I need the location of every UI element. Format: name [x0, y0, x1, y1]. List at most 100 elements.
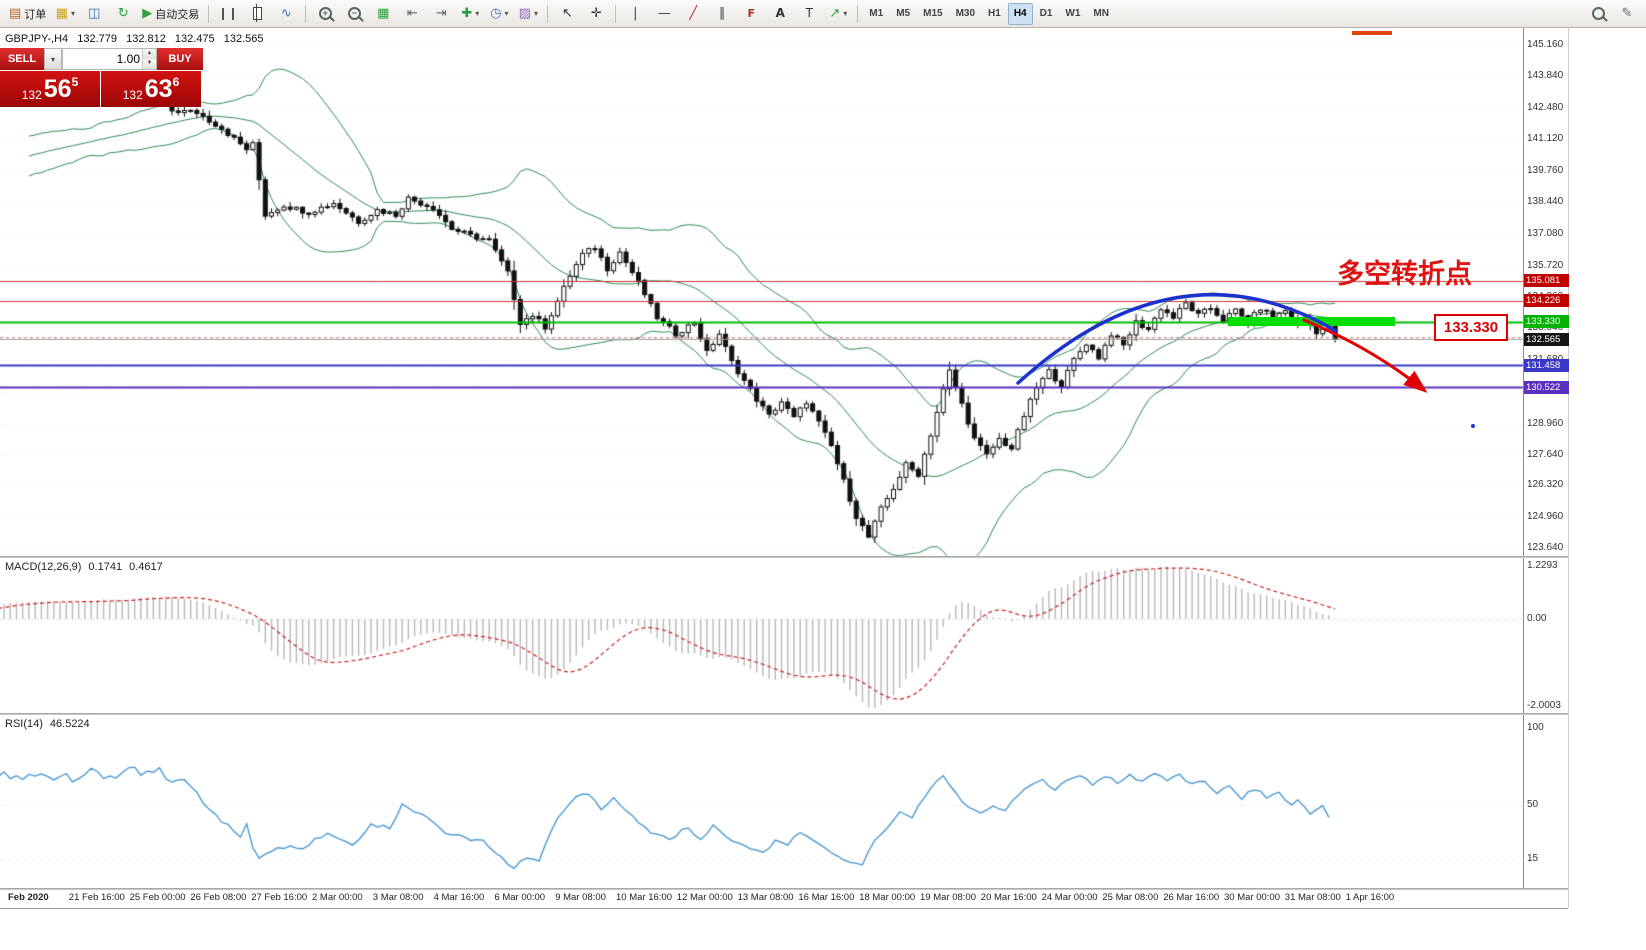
macd-name: MACD(12,26,9)	[5, 561, 82, 573]
turning-point-annotation[interactable]: 多空转折点	[1337, 259, 1472, 289]
feedback-button[interactable]: ✎	[1613, 3, 1641, 25]
vertical-line-icon: |	[633, 6, 638, 21]
market-watch-icon: ◫	[88, 6, 101, 21]
trendline-button[interactable]: ╱	[679, 3, 707, 25]
chart-profiles-button[interactable]: ▦ ▾	[51, 3, 79, 25]
text-label-button[interactable]: T	[795, 3, 823, 25]
top-red-marker-annotation[interactable]	[1352, 31, 1392, 35]
volume-increase-button[interactable]: ▲	[143, 49, 156, 59]
buy-price-big: 63	[144, 74, 173, 103]
new-order-label: 订单	[24, 8, 47, 21]
refresh-button[interactable]: ↻	[109, 3, 137, 25]
toolbar-separator	[857, 4, 859, 23]
auto-scroll-button[interactable]: ⇥	[427, 3, 455, 25]
zoom-out-button[interactable]: −	[340, 3, 368, 25]
line-chart-icon: ∿	[280, 6, 292, 21]
toolbar-separator	[208, 4, 210, 23]
sell-button[interactable]: SELL	[0, 48, 44, 70]
timeframe-button-m15[interactable]: M15	[923, 8, 943, 19]
search-button[interactable]	[1584, 3, 1612, 25]
rsi-panel-splitter[interactable]	[0, 713, 1568, 715]
sell-price-sup: 5	[71, 75, 79, 89]
profiles-icon: ▦	[55, 6, 68, 21]
low-value: 132.475	[174, 33, 215, 45]
arrows-tool-icon: ↗	[829, 6, 841, 21]
timeframe-button-h1[interactable]: H1	[988, 8, 1001, 19]
zoom-in-icon: +	[318, 7, 332, 20]
bar-chart-icon	[222, 7, 235, 20]
caret-icon: ▾	[843, 9, 848, 18]
fibonacci-button[interactable]: F	[737, 3, 765, 25]
pencil-icon: ✎	[1621, 6, 1633, 21]
timeframe-button-d1[interactable]: D1	[1039, 8, 1053, 19]
chart-ohlc-readout: GBPJPY-,H4 132.779 132.812 132.475 132.5…	[5, 33, 270, 45]
refresh-icon: ↻	[117, 6, 129, 21]
volume-decrease-button[interactable]: ▼	[143, 59, 156, 69]
candlestick-chart-button[interactable]	[243, 3, 271, 25]
autotrading-label: 自动交易	[155, 8, 200, 21]
auto-scroll-icon: ⇥	[435, 6, 447, 21]
channel-icon: ∥	[719, 6, 726, 21]
toolbar-separator	[547, 4, 549, 23]
rsi-indicator-label: RSI(14) 46.5224	[5, 718, 97, 730]
indicators-plus-icon: ✚	[461, 6, 473, 21]
text-label-icon: T	[805, 6, 813, 20]
arrows-tool-button[interactable]: ↗ ▾	[824, 3, 852, 25]
timeframe-button-m5[interactable]: M5	[896, 8, 911, 19]
macd-panel-splitter[interactable]	[0, 556, 1568, 558]
price-callout-box[interactable]: 133.330	[1434, 314, 1508, 341]
chart-window-bottom-edge	[0, 908, 1568, 909]
autotrading-button[interactable]: ▶ 自动交易	[138, 3, 203, 25]
tile-windows-button[interactable]: ▦	[369, 3, 397, 25]
vertical-line-button[interactable]: |	[621, 3, 649, 25]
market-watch-button[interactable]: ◫	[80, 3, 108, 25]
rsi-name: RSI(14)	[5, 718, 43, 730]
zoom-in-button[interactable]: +	[311, 3, 339, 25]
cursor-button[interactable]: ↖	[553, 3, 581, 25]
buy-price-display[interactable]: 132 63 6	[101, 71, 201, 107]
symbol-period-label: GBPJPY-,H4	[5, 33, 69, 45]
price-display-row: 132 56 5 132 63 6	[0, 71, 203, 107]
timeframe-button-m1[interactable]: M1	[869, 8, 884, 19]
channel-button[interactable]: ∥	[708, 3, 736, 25]
search-icon	[1591, 7, 1605, 20]
timeframe-button-mn[interactable]: MN	[1093, 8, 1109, 19]
text-tool-button[interactable]: A	[766, 3, 794, 25]
crosshair-button[interactable]: ✛	[582, 3, 610, 25]
indicators-button[interactable]: ✚ ▾	[456, 3, 484, 25]
caret-icon: ▾	[504, 9, 509, 18]
order-type-dropdown[interactable]: ▾	[44, 48, 62, 70]
volume-spinner: ▲ ▼	[142, 49, 156, 69]
horizontal-line-button[interactable]: —	[650, 3, 678, 25]
chart-shift-icon: ⇤	[406, 6, 418, 21]
timeframe-button-h4[interactable]: H4	[1007, 2, 1033, 25]
buy-button[interactable]: BUY	[157, 48, 203, 70]
caret-icon: ▾	[70, 9, 75, 18]
caret-icon: ▾	[475, 9, 480, 18]
autotrading-play-icon: ▶	[142, 6, 153, 21]
sell-price-display[interactable]: 132 56 5	[0, 71, 100, 107]
new-order-button[interactable]: ▤ 订单	[5, 3, 50, 25]
cursor-icon: ↖	[561, 6, 573, 21]
timeframe-button-w1[interactable]: W1	[1065, 8, 1081, 19]
time-axis-border	[0, 888, 1568, 890]
toolbar: ▤ 订单 ▦ ▾ ◫ ↻ ▶ 自动交易 ∿ + − ▦ ⇤ ⇥ ✚ ▾	[0, 0, 1646, 28]
timeframe-button-m30[interactable]: M30	[955, 8, 976, 19]
line-chart-button[interactable]: ∿	[272, 3, 300, 25]
blue-dot-annotation[interactable]	[1471, 424, 1475, 428]
buy-price-prefix: 132	[122, 88, 143, 102]
toolbar-separator	[615, 4, 617, 23]
close-value: 132.565	[223, 33, 264, 45]
green-resistance-bar[interactable]	[1228, 317, 1395, 326]
periods-button[interactable]: ◷ ▾	[485, 3, 513, 25]
templates-button[interactable]: ▨ ▾	[514, 3, 542, 25]
volume-input[interactable]	[63, 49, 142, 69]
chart-shift-button[interactable]: ⇤	[398, 3, 426, 25]
trendline-icon: ╱	[689, 6, 698, 21]
clock-icon: ◷	[490, 6, 502, 21]
sell-price-prefix: 132	[21, 88, 42, 102]
horizontal-line-icon: —	[657, 6, 671, 21]
bar-chart-button[interactable]	[214, 3, 242, 25]
